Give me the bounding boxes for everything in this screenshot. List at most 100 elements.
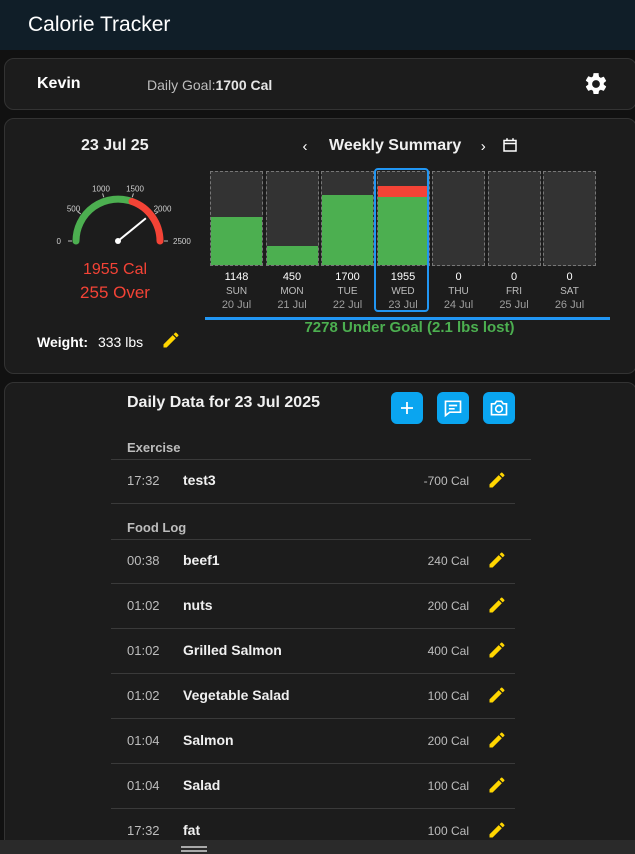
food-row: 17:32 fat 100 Cal: [111, 809, 515, 853]
edit-pencil-icon[interactable]: [487, 595, 507, 615]
food-row: 01:02 Vegetable Salad 100 Cal: [111, 674, 515, 719]
day-bar: [376, 171, 430, 266]
day-bar-fill: [211, 217, 262, 265]
gauge-tick-label: 500: [67, 205, 81, 214]
entry-time: 01:02: [127, 688, 160, 703]
day-name: THU: [448, 286, 469, 297]
gauge-tick-label: 0: [57, 237, 62, 246]
day-value: 1148: [224, 271, 249, 283]
edit-pencil-icon[interactable]: [487, 470, 507, 490]
day-bar: [210, 171, 263, 266]
gauge-tick: [154, 211, 159, 215]
entry-calories: 200 Cal: [427, 734, 469, 748]
exercise-divider: [111, 459, 531, 460]
daily-goal: Daily Goal:1700 Cal: [147, 77, 272, 93]
day-name: MON: [280, 286, 304, 297]
edit-pencil-icon[interactable]: [487, 775, 507, 795]
edit-pencil-icon[interactable]: [487, 820, 507, 840]
edit-pencil-icon[interactable]: [487, 685, 507, 705]
gauge-tick-label: 1000: [92, 185, 110, 194]
next-week-button[interactable]: ›: [480, 137, 486, 155]
day-name: FRI: [505, 286, 523, 297]
calendar-icon[interactable]: [501, 136, 519, 154]
calories-over: 255 Over: [80, 283, 150, 302]
day-bar: [265, 171, 319, 266]
food-row: 00:38 beef1 240 Cal: [111, 539, 515, 584]
day-bar: [543, 171, 596, 266]
gauge-needle: [117, 217, 147, 242]
daily-goal-value: 1700 Cal: [215, 77, 273, 93]
day-date: 25 Jul: [499, 299, 529, 311]
edit-weight-pencil-icon[interactable]: [161, 330, 181, 350]
drag-handle[interactable]: [181, 846, 207, 848]
day-date: 20 Jul: [221, 299, 252, 311]
day-bar: [487, 171, 541, 266]
day-value: 1955: [390, 271, 416, 283]
entry-name: Salmon: [183, 732, 234, 748]
selected-day-frame: [373, 168, 429, 312]
gauge-ticks: 0 500 1000 1500 2000 2500: [57, 185, 192, 246]
food-section-title: Food Log: [127, 520, 187, 535]
day-value: 0: [455, 271, 462, 283]
daily-title: Daily Data for 23 Jul 2025: [127, 394, 320, 411]
day-value: 450: [282, 271, 302, 283]
day-bar: [432, 171, 485, 266]
entry-name: fat: [183, 822, 201, 838]
week-nav: ‹ Weekly Summary ›: [295, 137, 493, 155]
food-row: 01:04 Salad 100 Cal: [111, 764, 515, 809]
entry-name: Grilled Salmon: [183, 642, 282, 658]
gear-icon[interactable]: [583, 71, 609, 97]
edit-pencil-icon[interactable]: [487, 550, 507, 570]
entry-time: 00:38: [127, 553, 160, 568]
camera-icon: [490, 400, 508, 416]
gauge-tick-label: 2000: [154, 205, 172, 214]
gauge-hub: [115, 238, 121, 244]
entry-time: 17:32: [127, 473, 160, 488]
camera-button[interactable]: [483, 392, 515, 424]
edit-pencil-icon[interactable]: [487, 730, 507, 750]
app-title: Calorie Tracker: [28, 13, 171, 36]
food-row: 01:04 Salmon 200 Cal: [111, 719, 515, 764]
user-name: Kevin: [37, 75, 81, 92]
chat-button[interactable]: [437, 392, 469, 424]
gauge-tick-label: 2500: [173, 237, 191, 246]
day-bar-fill: [266, 246, 318, 265]
daily-card: Daily Data for 23 Jul 2025 Exercise 17:3…: [4, 382, 635, 854]
chat-icon: [444, 400, 462, 418]
entry-time: 01:02: [127, 643, 160, 658]
gauge-arc-red: [128, 198, 164, 245]
add-entry-button[interactable]: [391, 392, 423, 424]
entry-calories: 100 Cal: [427, 824, 469, 838]
day-name: TUE: [337, 286, 358, 297]
day-value: 1700: [335, 271, 360, 283]
entry-calories: -700 Cal: [423, 474, 469, 488]
user-card: Kevin Daily Goal:1700 Cal: [4, 58, 635, 110]
entry-time: 01:04: [127, 778, 160, 793]
entry-name: beef1: [183, 552, 220, 568]
exercise-row: 17:32 test3 -700 Cal: [111, 459, 515, 504]
entry-name: Salad: [183, 777, 221, 793]
goal-line: [205, 317, 610, 320]
calorie-gauge: 0 500 1000 1500 2000 2500: [57, 185, 192, 246]
day-bar-over: [377, 186, 429, 197]
entry-name: test3: [183, 472, 216, 488]
day-value: 0: [510, 271, 518, 283]
day-value: 0: [566, 271, 573, 283]
day-date: 26 Jul: [554, 299, 585, 311]
entry-time: 01:04: [127, 733, 160, 748]
summary-card: 23 Jul 25 0 500 1000 1500 2000 2500 1955 Cal …: [4, 118, 635, 374]
entry-time: 01:02: [127, 598, 160, 613]
edit-pencil-icon[interactable]: [487, 640, 507, 660]
entry-calories: 100 Cal: [427, 689, 469, 703]
entry-time: 17:32: [127, 823, 160, 838]
day-name: WED: [391, 286, 415, 297]
day-date: 22 Jul: [332, 299, 363, 311]
day-bar: [321, 171, 374, 266]
weight-value: 333 lbs: [97, 334, 144, 350]
week-title: Weekly Summary: [329, 137, 462, 154]
app-bar: Calorie Tracker: [0, 0, 635, 50]
weight-row: Weight: 333 lbs: [37, 332, 179, 350]
summary-date: 23 Jul 25: [81, 137, 149, 154]
day-bar-fill: [322, 194, 373, 265]
prev-week-button[interactable]: ‹: [302, 137, 308, 155]
